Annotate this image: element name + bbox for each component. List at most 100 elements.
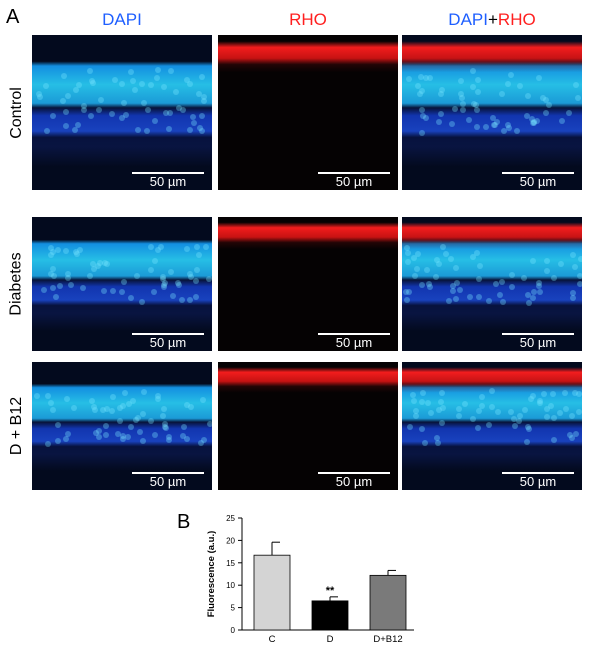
nucleus-dot [154,75,161,82]
nucleus-dot [196,125,203,132]
nucleus-dot [139,410,146,417]
nucleus-dot [96,434,103,441]
nucleus-dot [129,77,136,84]
nucleus-dot [435,260,442,267]
nucleus-dot [457,77,464,84]
merged-rho-text: RHO [497,10,536,29]
scale-bar-label: 50 µm [335,474,373,489]
nucleus-dot [118,288,125,295]
nucleus-dot [193,244,200,251]
nucleus-dot [119,403,126,410]
nucleus-dot [91,406,98,413]
nucleus-dot [163,424,170,431]
nucleus-dot [475,408,482,415]
nucleus-dot [184,76,191,83]
nucleus-dot [109,288,116,295]
nucleus-dot [562,405,569,412]
nucleus-dot [524,292,531,299]
nucleus-dot [512,423,519,430]
nucleus-dot [160,284,167,291]
nucleus-dot [119,80,126,87]
nucleus-dot [501,127,508,134]
nucleus-dot [422,74,429,81]
nucleus-dot [90,404,97,411]
row-label-diabetes: Diabetes [4,217,30,351]
nucleus-dot [549,391,556,398]
nucleus-dot [433,256,440,263]
nucleus-dot [420,389,427,396]
nucleus-dot [135,127,142,134]
nucleus-dot [101,287,108,294]
nucleus-dot [190,119,197,126]
nucleus-dot [450,287,457,294]
nucleus-dot [49,285,56,292]
y-axis-label: Fluorescence (a.u.) [206,531,217,618]
nucleus-dot [172,88,179,95]
nucleus-dot [203,244,210,251]
y-tick-label: 25 [226,514,235,523]
nucleus-dot [161,405,168,412]
scale-bar-label: 50 µm [335,174,373,189]
nucleus-dot [495,408,502,415]
nucleus-dot [452,296,459,303]
nucleus-dot [188,403,195,410]
nucleus-dot [121,390,128,397]
nucleus-dot [179,106,186,113]
bar-d-b12 [369,574,407,631]
nucleus-dot [456,287,463,294]
nucleus-dot [494,118,501,125]
nucleus-dot [138,80,145,87]
nucleus-dot [572,430,579,437]
nucleus-dot [545,102,552,109]
nucleus-dot [184,402,191,409]
nucleus-dot [179,297,186,304]
scale-bar-label: 50 µm [149,174,187,189]
nucleus-dot [434,435,441,442]
nucleus-dot [160,276,167,283]
nucleus-dot [41,286,48,293]
nucleus-dot [147,82,154,89]
x-tick-label: C [269,634,276,645]
nucleus-dot [471,100,478,107]
nucleus-dot [111,77,118,84]
nucleus-dot [80,285,87,292]
nucleus-dot [160,281,167,288]
nucleus-dot [572,82,579,89]
nucleus-dot [159,273,166,280]
nucleus-dot [147,266,154,273]
nucleus-dot [524,438,531,445]
nucleus-dot [460,107,467,114]
nucleus-dot [540,390,547,397]
nucleus-dot [160,83,167,90]
nucleus-dot [569,435,576,442]
nucleus-dot [489,114,496,121]
nucleus-dot [537,288,544,295]
nucleus-dot [179,433,186,440]
nucleus-dot [526,426,533,433]
nucleus-dot [551,437,558,444]
nucleus-dot [424,267,431,274]
nucleus-dot [109,394,116,401]
nucleus-dot [575,408,582,415]
nucleus-dot [96,428,103,435]
nucleus-dot [456,405,463,412]
nucleus-dot [492,280,499,287]
nucleus-dot [504,122,511,129]
nucleus-dot [161,423,168,430]
nucleus-dot [152,432,159,439]
nucleus-dot [63,396,70,403]
nucleus-dot [404,296,411,303]
nucleus-dot [517,413,524,420]
nucleus-dot [419,281,426,288]
nucleus-dot [50,273,57,280]
nucleus-dot [81,107,88,114]
nucleus-dot [509,272,516,279]
nucleus-dot [569,290,576,297]
x-tick-label: D+B12 [373,634,402,645]
nucleus-dot [419,398,426,405]
nucleus-dot [474,88,481,95]
nucleus-dot [91,265,98,272]
nucleus-dot [513,128,520,135]
nucleus-dot [118,114,125,121]
nucleus-dot [410,254,417,261]
